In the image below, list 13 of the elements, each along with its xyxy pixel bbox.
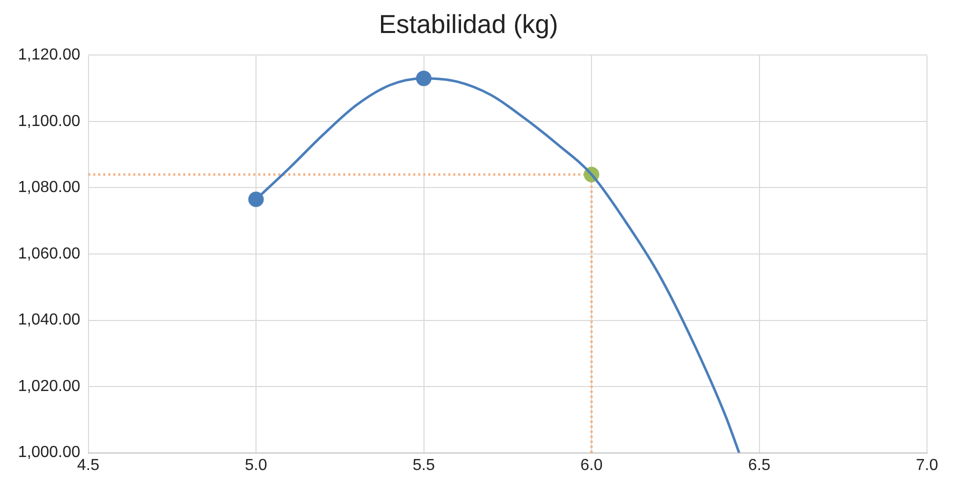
y-tick-label: 1,060.00 (18, 245, 80, 262)
point (248, 192, 264, 208)
x-tick-label: 5.0 (244, 456, 268, 474)
y-tick-label: 1,080.00 (18, 179, 80, 196)
y-tick-label: 1,100.00 (18, 112, 80, 130)
x-tick-label: 5.5 (412, 456, 435, 474)
x-tick-label: 6.5 (748, 456, 770, 474)
y-tick-label: 1,020.00 (18, 378, 80, 395)
x-tick-label: 6.0 (580, 456, 603, 474)
y-tick-label: 1,040.00 (18, 312, 80, 329)
y-tick-label: 1,120.00 (18, 46, 80, 64)
chart-title: Estabilidad (kg) (378, 8, 558, 39)
x-tick-label: 7.0 (916, 456, 938, 474)
